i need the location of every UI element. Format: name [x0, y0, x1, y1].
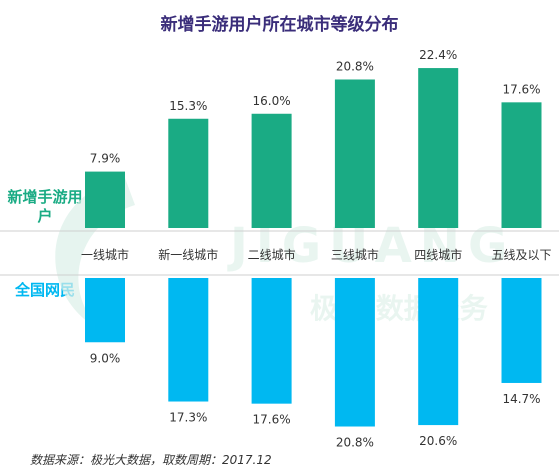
category-label: 四线城市 [414, 247, 462, 262]
bar-national [334, 278, 375, 427]
value-label-national: 17.3% [169, 411, 207, 425]
value-label-new-users: 17.6% [502, 82, 540, 96]
value-label-national: 14.7% [502, 392, 540, 406]
value-label-national: 9.0% [90, 351, 121, 365]
chart-title: 新增手游用户所在城市等级分布 [160, 15, 399, 35]
value-label-new-users: 7.9% [90, 152, 121, 166]
bar-new-users [334, 79, 375, 228]
bar-new-users [85, 171, 125, 228]
bar-national [168, 278, 209, 402]
category-label: 一线城市 [81, 247, 129, 262]
value-label-new-users: 15.3% [169, 99, 207, 113]
bar-new-users [168, 118, 209, 228]
data-source-note: 数据来源：极光大数据，取数周期：2017.12 [30, 453, 272, 467]
category-label: 新一线城市 [158, 247, 218, 262]
value-label-national: 20.8% [336, 436, 374, 450]
value-label-national: 17.6% [253, 413, 291, 427]
bar-national [85, 278, 125, 343]
value-label-new-users: 16.0% [253, 94, 291, 108]
bar-new-users [418, 68, 459, 229]
bar-national [418, 278, 459, 426]
series-label-national: 全国网民 [14, 281, 75, 299]
value-label-national: 20.6% [419, 434, 457, 448]
bar-national [251, 278, 292, 404]
series-label-new-users: 新增手游用户 [7, 188, 83, 225]
category-label: 五线及以下 [491, 248, 551, 262]
bar-national [501, 278, 542, 383]
bar-new-users [251, 113, 292, 228]
value-label-new-users: 22.4% [419, 48, 457, 62]
value-label-new-users: 20.8% [336, 59, 374, 73]
bar-new-users [501, 102, 542, 228]
category-label: 二线城市 [248, 247, 296, 262]
category-label: 三线城市 [331, 247, 379, 262]
watermark-logo-icon [55, 178, 135, 335]
